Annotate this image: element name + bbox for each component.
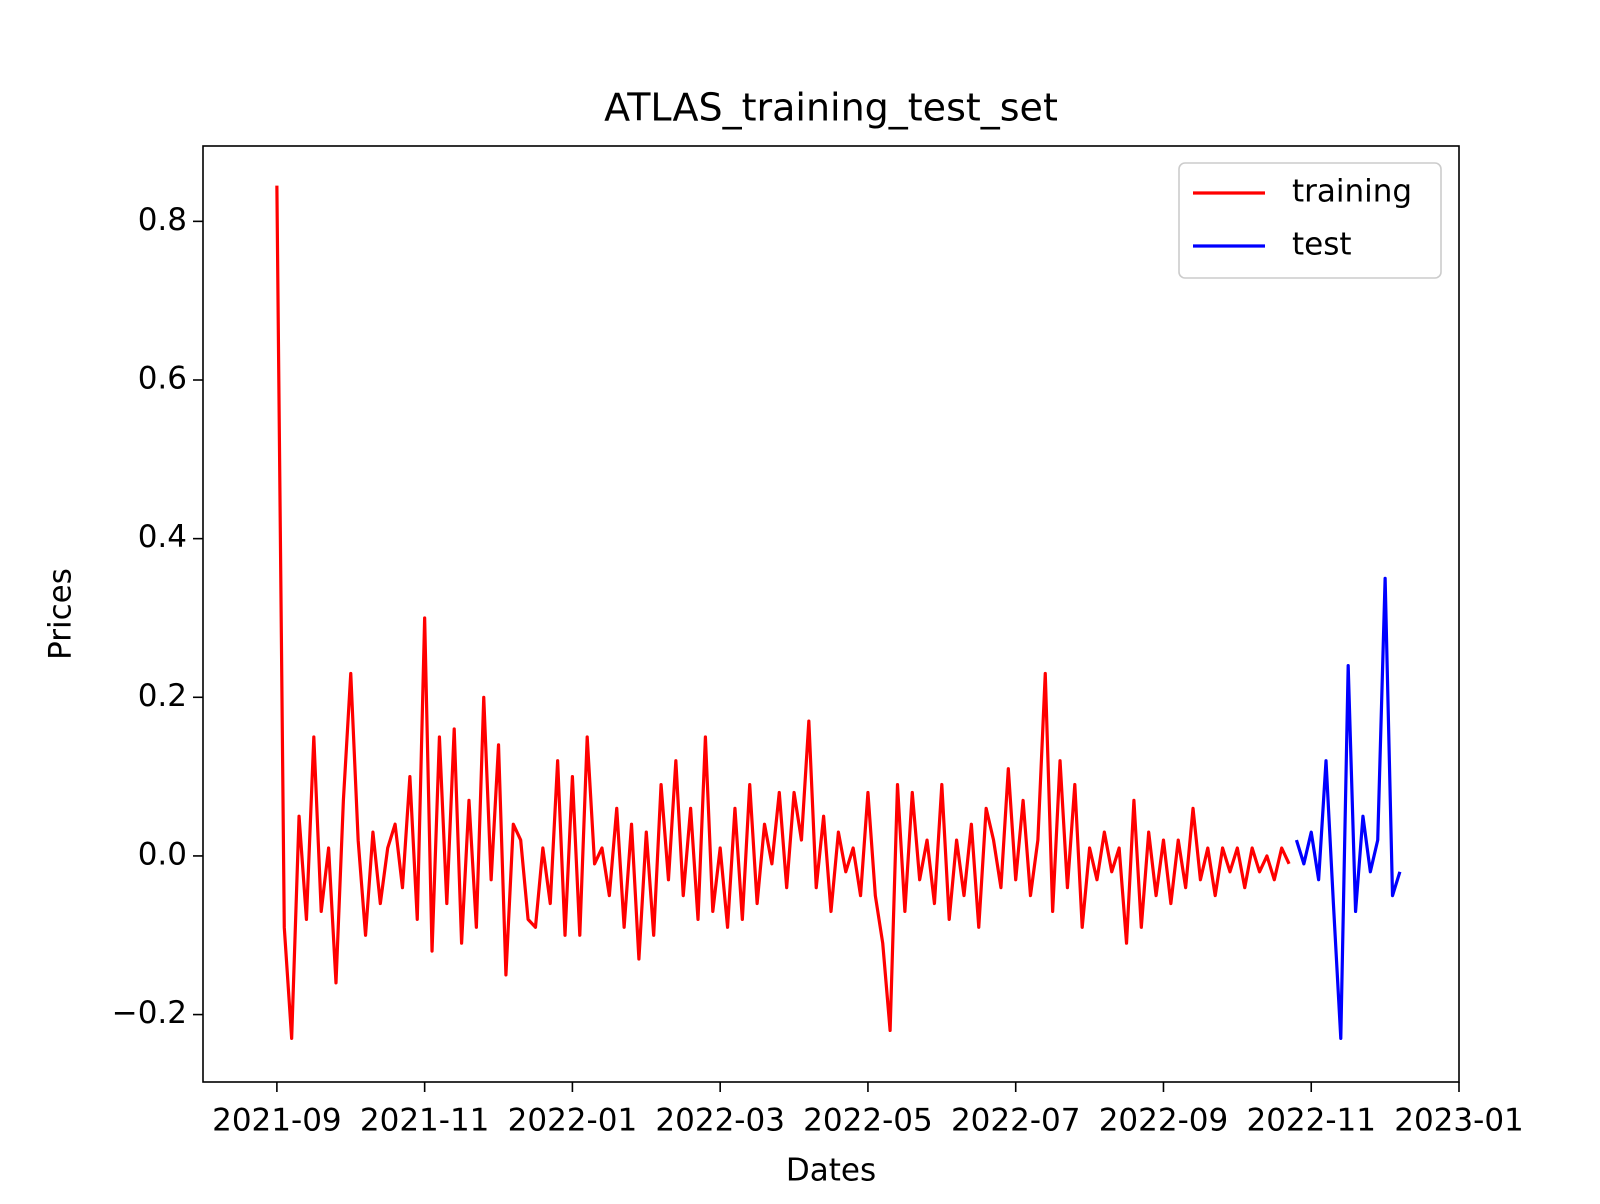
x-tick-label: 2021-09 bbox=[212, 1103, 342, 1139]
x-tick-label: 2022-03 bbox=[655, 1103, 785, 1139]
y-axis-label: Prices bbox=[43, 568, 79, 660]
y-tick-label: 0.6 bbox=[138, 361, 187, 397]
x-axis-label: Dates bbox=[786, 1153, 876, 1189]
x-tick-label: 2023-01 bbox=[1394, 1103, 1524, 1139]
y-tick-label: 0.2 bbox=[138, 678, 187, 714]
plot-frame bbox=[202, 145, 1460, 1083]
x-tick-label: 2022-11 bbox=[1246, 1103, 1376, 1139]
x-tick-label: 2022-05 bbox=[803, 1103, 933, 1139]
series-line bbox=[275, 185, 1291, 1040]
y-tick-label: 0.0 bbox=[138, 836, 187, 872]
y-tick-label: −0.2 bbox=[112, 995, 187, 1031]
y-tick-label: 0.4 bbox=[138, 519, 187, 555]
series-line bbox=[1294, 576, 1402, 1040]
x-tick-label: 2022-07 bbox=[951, 1103, 1081, 1139]
chart-title: ATLAS_training_test_set bbox=[604, 86, 1058, 130]
x-tick-label: 2022-01 bbox=[508, 1103, 638, 1139]
legend-label: test bbox=[1292, 227, 1352, 263]
x-tick-label: 2021-11 bbox=[360, 1103, 490, 1139]
y-tick-label: 0.8 bbox=[138, 202, 187, 238]
legend-label: training bbox=[1292, 174, 1412, 210]
x-tick-label: 2022-09 bbox=[1099, 1103, 1229, 1139]
